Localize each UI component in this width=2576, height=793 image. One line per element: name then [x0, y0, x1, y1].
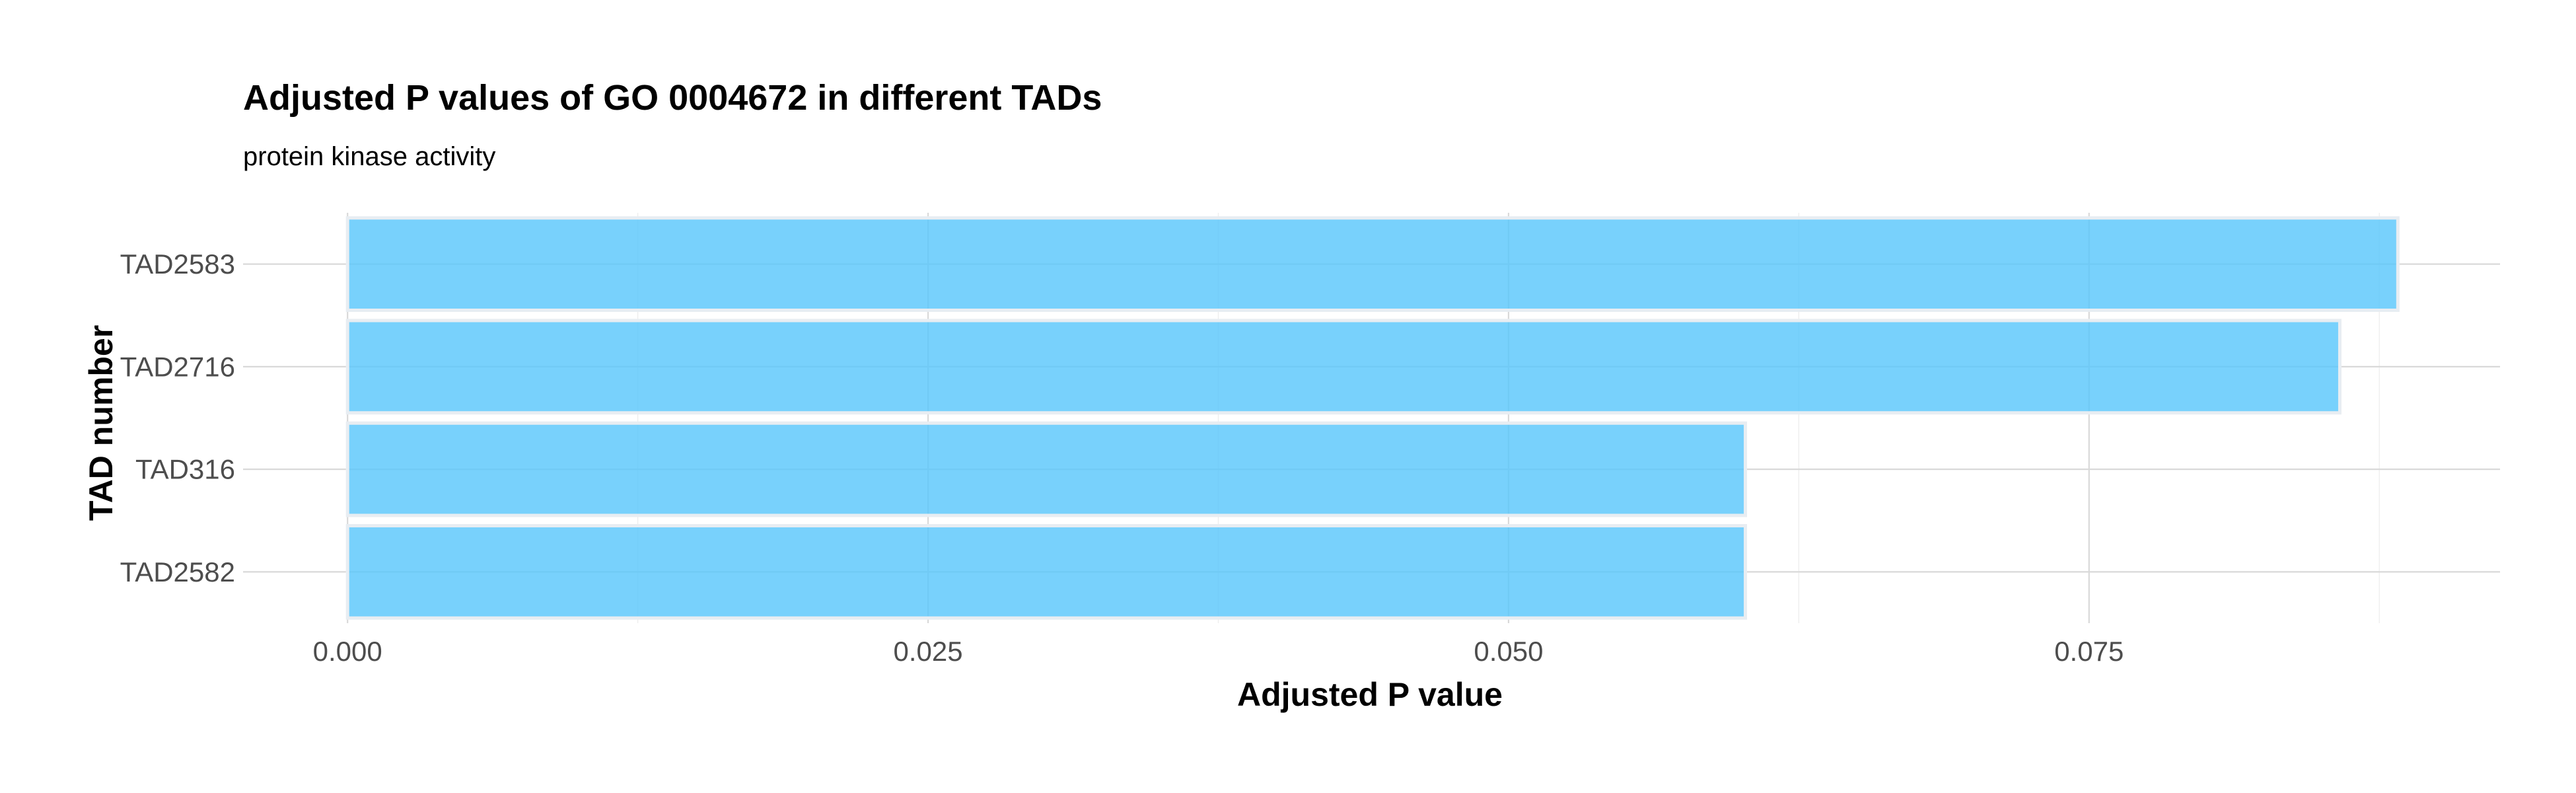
y-tick-label: TAD2716 [120, 351, 235, 382]
bar-tad316 [345, 421, 1747, 517]
chart-subtitle: protein kinase activity [243, 142, 495, 171]
y-tick-label: TAD2583 [120, 248, 235, 280]
y-tick-labels: TAD2583 TAD2716 TAD316 TAD2582 [120, 248, 235, 587]
bar-tad2582 [345, 524, 1747, 620]
x-tick-label: 0.000 [313, 636, 382, 667]
x-axis-title: Adjusted P value [1237, 676, 1503, 713]
bar-tad2583 [345, 216, 2400, 312]
x-tick-label: 0.050 [1474, 636, 1543, 667]
x-tick-labels: 0.000 0.025 0.050 0.075 [313, 636, 2124, 667]
bars [345, 216, 2400, 620]
y-axis-title: TAD number [83, 325, 120, 521]
x-tick-label: 0.075 [2054, 636, 2124, 667]
bar-tad2716 [345, 319, 2342, 415]
x-tick-label: 0.025 [893, 636, 962, 667]
y-tick-label: TAD316 [135, 454, 235, 485]
chart-title: Adjusted P values of GO 0004672 in diffe… [243, 78, 1102, 118]
y-tick-label: TAD2582 [120, 556, 235, 587]
